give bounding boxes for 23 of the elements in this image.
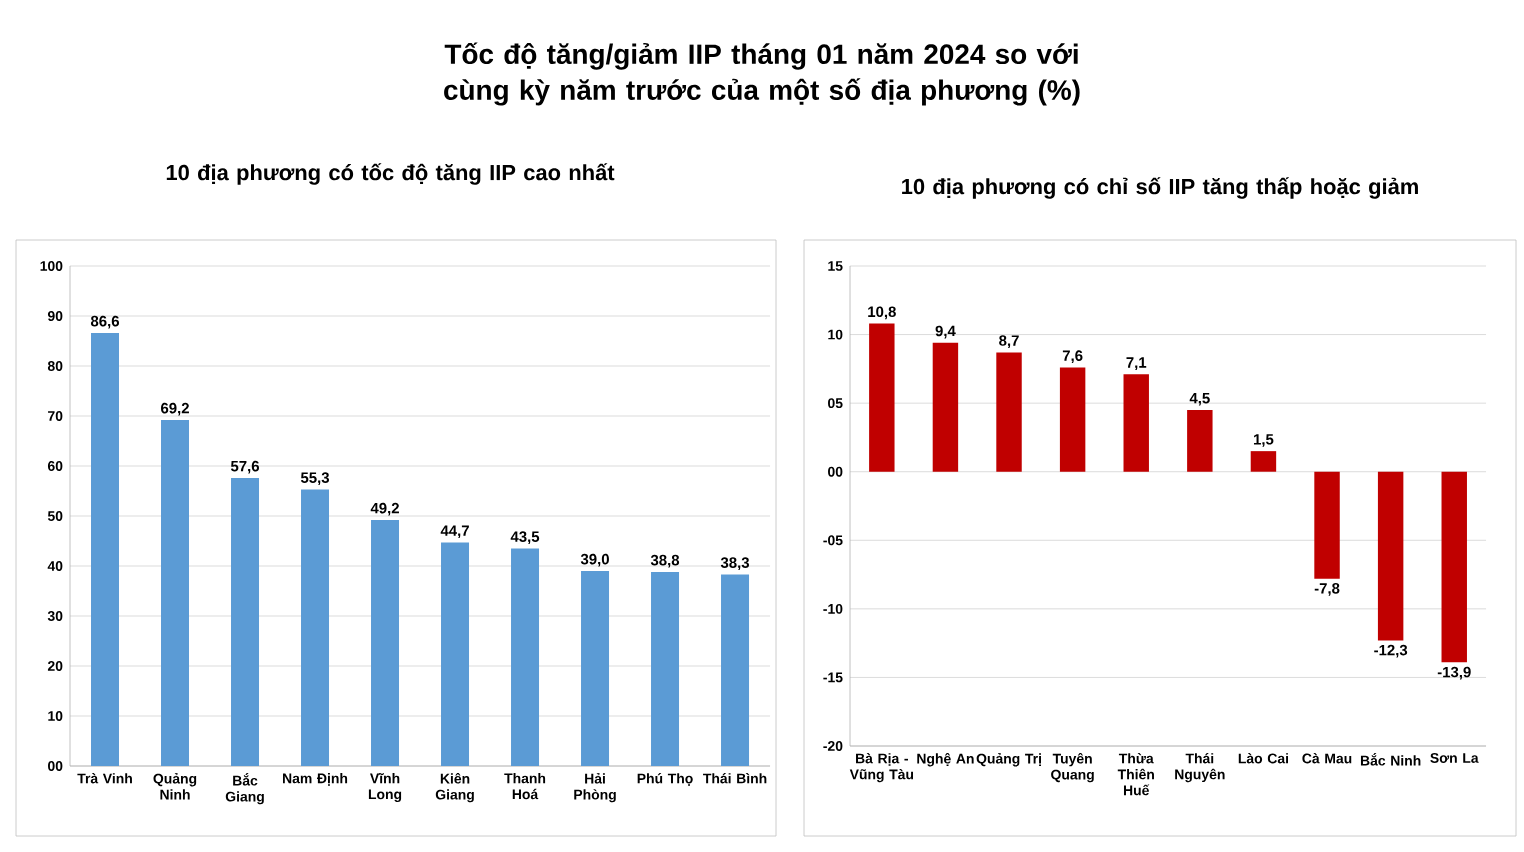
bar bbox=[1441, 471, 1467, 663]
bar bbox=[1123, 374, 1149, 472]
bar bbox=[301, 489, 330, 766]
bar bbox=[721, 574, 750, 766]
bar bbox=[231, 478, 260, 766]
bar bbox=[651, 572, 680, 766]
bar bbox=[1250, 451, 1277, 472]
chart-title: Tốc độ tăng/giảm IIP tháng 01 năm 2024 so với cùng kỳ năm trước của một số địa phương (%) bbox=[444, 42, 1080, 106]
bar bbox=[511, 548, 540, 766]
bar bbox=[161, 420, 190, 766]
bar bbox=[441, 542, 470, 766]
bar bbox=[1314, 471, 1340, 579]
bar bbox=[869, 323, 895, 472]
bar bbox=[996, 352, 1022, 472]
bar bbox=[581, 571, 610, 766]
bar bbox=[1377, 471, 1404, 641]
chart-subtitle: 10 địa phương có tốc độ tăng IIP cao nhất bbox=[166, 163, 615, 185]
bar bbox=[1059, 367, 1086, 472]
bar bbox=[932, 342, 959, 472]
bar bbox=[91, 332, 120, 766]
bar bbox=[371, 520, 400, 766]
chart-title: 10 địa phương có chỉ số IIP tăng thấp hoặc giảm bbox=[902, 177, 1418, 199]
bar bbox=[1187, 410, 1213, 472]
